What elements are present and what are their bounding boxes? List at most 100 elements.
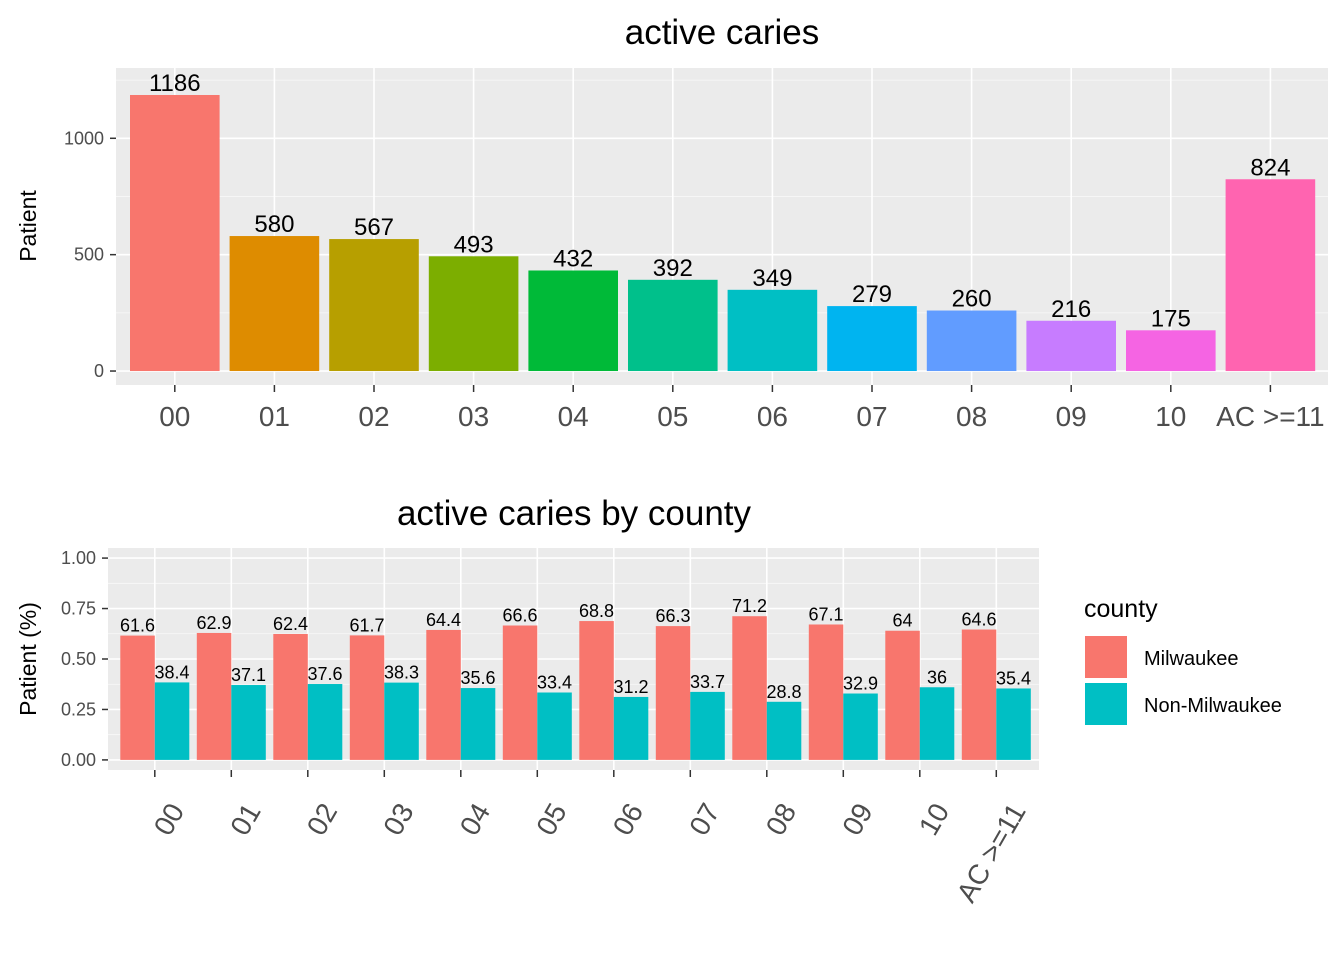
data-label: 31.2 <box>614 677 649 697</box>
x-tick-label: 04 <box>454 798 496 840</box>
bar <box>1126 330 1216 372</box>
data-label: 61.7 <box>350 615 385 635</box>
bar-non-milwaukee <box>919 687 955 760</box>
data-label: 580 <box>254 211 294 238</box>
y-tick-label: 1000 <box>64 128 104 148</box>
x-tick-label: 00 <box>159 401 190 432</box>
bar <box>130 94 220 372</box>
bars <box>130 94 1316 372</box>
x-tick-label: AC >=11 <box>1216 401 1324 432</box>
bar-milwaukee <box>961 629 997 760</box>
x-tick-label: 08 <box>956 401 987 432</box>
bar-non-milwaukee <box>613 696 649 760</box>
bar-non-milwaukee <box>154 682 190 760</box>
data-label: 62.4 <box>273 614 308 634</box>
data-label: 35.6 <box>461 668 496 688</box>
x-tick-label: 07 <box>683 798 725 840</box>
bar-milwaukee <box>502 625 538 760</box>
data-label: 33.7 <box>690 672 725 692</box>
y-axis: 0.00 0.25 0.50 0.75 1.00 <box>61 548 108 770</box>
bar <box>628 279 718 372</box>
x-tick-label: 08 <box>760 798 802 840</box>
bar <box>329 239 419 372</box>
legend-title: county <box>1084 595 1158 623</box>
bar-non-milwaukee <box>766 701 802 760</box>
legend-label: Non-Milwaukee <box>1144 695 1282 717</box>
bar <box>727 289 818 372</box>
bar <box>528 270 618 372</box>
x-axis: 00 01 02 03 04 05 06 07 08 09 10 AC >=11 <box>159 385 1325 432</box>
y-tick-label: 500 <box>74 245 104 265</box>
bar-milwaukee <box>808 624 844 760</box>
x-tick-label: 03 <box>458 401 489 432</box>
data-label: 66.3 <box>656 606 691 626</box>
bar <box>926 310 1017 372</box>
data-label: 38.4 <box>155 662 190 682</box>
x-tick-label: 07 <box>856 401 887 432</box>
data-label: 64.6 <box>962 610 997 630</box>
bar-non-milwaukee <box>231 685 266 760</box>
x-tick-label: 09 <box>1056 401 1087 432</box>
data-label: 67.1 <box>809 604 844 624</box>
x-tick-label: AC >=11 <box>951 798 1032 907</box>
bar <box>428 256 519 372</box>
x-tick-label: 06 <box>757 401 788 432</box>
data-label: 71.2 <box>732 596 767 616</box>
data-label: 38.3 <box>384 663 419 683</box>
x-tick-label: 00 <box>148 798 190 840</box>
bar <box>1026 320 1116 372</box>
legend-key-non-milwaukee <box>1085 683 1127 725</box>
data-label: 35.4 <box>996 668 1031 688</box>
bars <box>120 616 1031 760</box>
bar-non-milwaukee <box>460 688 496 760</box>
bar-non-milwaukee <box>537 692 572 760</box>
data-label: 392 <box>653 255 693 282</box>
data-label: 824 <box>1250 154 1290 181</box>
data-label: 493 <box>454 231 494 258</box>
data-label: 28.8 <box>767 682 802 702</box>
data-label: 37.6 <box>308 664 343 684</box>
bar-non-milwaukee <box>996 688 1031 760</box>
x-tick-label: 06 <box>607 798 649 840</box>
data-label: 64 <box>893 611 913 631</box>
bar-milwaukee <box>273 633 308 760</box>
legend-label: Milwaukee <box>1144 648 1238 670</box>
x-tick-label: 01 <box>224 798 266 840</box>
x-tick-label: 03 <box>377 798 419 840</box>
x-tick-label: 10 <box>1155 401 1186 432</box>
data-label: 349 <box>752 265 792 292</box>
y-tick-label: 0.00 <box>61 750 96 770</box>
bar-non-milwaukee <box>384 682 419 760</box>
bar-milwaukee <box>349 635 385 760</box>
data-label: 61.6 <box>120 616 155 636</box>
bar-milwaukee <box>196 632 232 760</box>
y-axis-label: Patient <box>15 190 41 262</box>
data-label: 260 <box>952 286 992 313</box>
x-tick-label: 04 <box>558 401 589 432</box>
bar-non-milwaukee <box>690 691 725 760</box>
bar-milwaukee <box>579 621 614 760</box>
bar <box>827 306 917 372</box>
data-label: 567 <box>354 214 394 241</box>
data-labels: 1186 580 567 493 432 392 349 279 260 216 175 824 <box>149 70 1290 332</box>
x-tick-label: 02 <box>301 798 343 840</box>
y-tick-label: 0.50 <box>61 649 96 669</box>
bar-milwaukee <box>120 635 155 760</box>
x-tick-label: 10 <box>913 798 955 840</box>
x-tick-label: 01 <box>259 401 290 432</box>
y-axis-label: Patient (%) <box>15 602 41 716</box>
chart-active-caries: active caries 1186 580 567 493 432 392 349 279 2… <box>15 13 1328 432</box>
bar-milwaukee <box>655 626 691 760</box>
bar-non-milwaukee <box>843 693 878 760</box>
data-label: 37.1 <box>231 665 266 685</box>
data-label: 66.6 <box>503 605 538 625</box>
data-label: 68.8 <box>579 601 614 621</box>
data-label: 432 <box>553 245 593 272</box>
data-label: 32.9 <box>843 674 878 694</box>
bar-milwaukee <box>885 630 920 760</box>
data-label: 1186 <box>149 70 201 97</box>
x-tick-label: 05 <box>657 401 688 432</box>
y-tick-label: 0.25 <box>61 699 96 719</box>
data-labels: 61.6 62.9 62.4 61.7 64.4 66.6 68.8 66.3 71.2 67.1… <box>120 596 1031 702</box>
